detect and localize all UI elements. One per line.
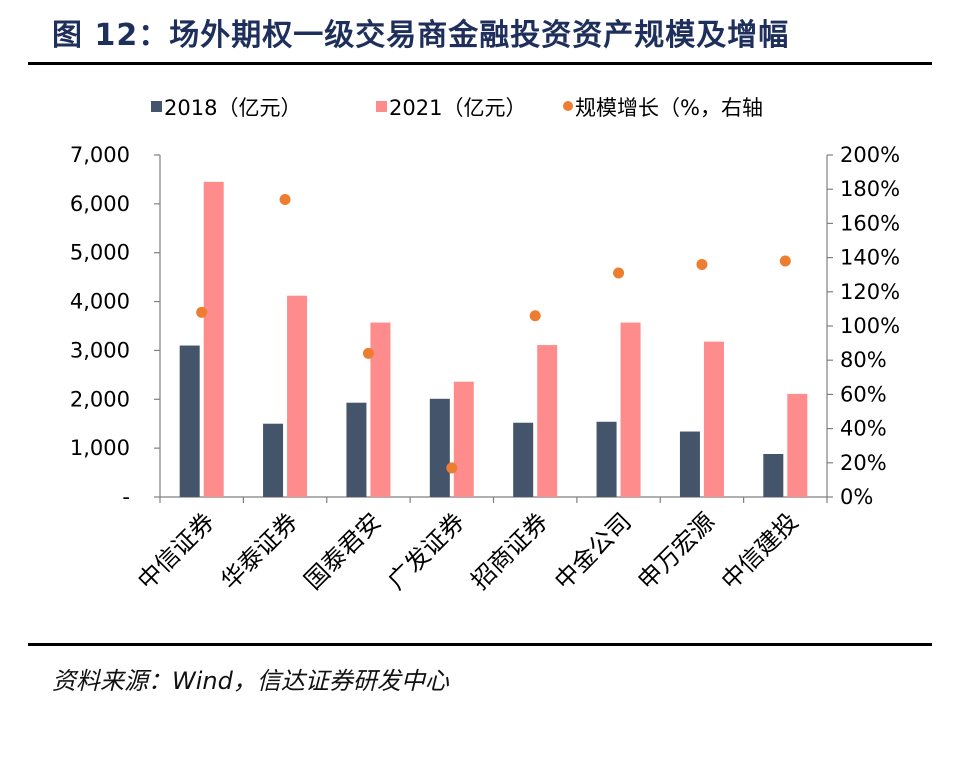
bar-series2 xyxy=(537,345,558,497)
category-label: 中信证券 xyxy=(132,507,220,595)
bar-series1 xyxy=(679,431,700,497)
left-axis-tick-label: 5,000 xyxy=(70,241,130,265)
right-axis-tick-label: 160% xyxy=(840,211,900,235)
legend-swatch xyxy=(376,101,387,112)
left-axis-tick-label: 7,000 xyxy=(70,143,130,167)
growth-point xyxy=(529,310,541,322)
category-label: 中金公司 xyxy=(549,507,637,595)
growth-point xyxy=(779,255,791,267)
left-axis-tick-label: 6,000 xyxy=(70,192,130,216)
growth-point xyxy=(613,267,625,279)
figure-title: 图 12：场外期权一级交易商金融投资资产规模及增幅 xyxy=(52,18,790,53)
growth-point xyxy=(362,347,374,359)
bar-series1 xyxy=(346,402,367,497)
growth-point xyxy=(446,462,458,474)
right-axis-tick-label: 60% xyxy=(840,382,887,406)
left-axis-tick-label: 3,000 xyxy=(70,338,130,362)
right-axis-tick-label: 120% xyxy=(840,280,900,304)
right-axis-tick-label: 200% xyxy=(840,143,900,167)
bar-series2 xyxy=(203,181,224,497)
category-label: 招商证券 xyxy=(466,507,554,595)
legend-label: 2021（亿元） xyxy=(389,96,526,120)
bar-series1 xyxy=(429,398,450,497)
right-axis-tick-label: 20% xyxy=(840,451,887,475)
legend-swatch xyxy=(151,101,162,112)
bar-series2 xyxy=(370,322,391,497)
left-axis-tick-label: 2,000 xyxy=(70,387,130,411)
growth-point xyxy=(279,193,291,205)
bar-series1 xyxy=(596,421,617,497)
category-label: 国泰君安 xyxy=(299,507,387,595)
bar-series2 xyxy=(287,295,308,497)
bar-series1 xyxy=(513,422,534,497)
bar-series2 xyxy=(620,322,641,497)
growth-point xyxy=(196,306,208,318)
title-divider xyxy=(28,62,932,65)
bar-series2 xyxy=(703,341,724,497)
right-axis-tick-label: 140% xyxy=(840,246,900,270)
bar-series1 xyxy=(763,454,784,497)
left-axis-tick-label: 4,000 xyxy=(70,290,130,314)
left-axis-tick-label: 1,000 xyxy=(70,436,130,460)
right-axis-tick-label: 40% xyxy=(840,417,887,441)
bar-series2 xyxy=(787,393,808,497)
right-axis-tick-label: 180% xyxy=(840,177,900,201)
growth-point xyxy=(696,258,708,270)
bar-series1 xyxy=(179,345,200,497)
bar-series1 xyxy=(263,423,284,497)
left-axis-tick-label: - xyxy=(122,485,130,509)
figure-source: 资料来源：Wind，信达证券研发中心 xyxy=(52,667,449,695)
category-label: 中信建投 xyxy=(716,507,804,595)
legend-label: 2018（亿元） xyxy=(164,96,301,120)
right-axis-tick-label: 0% xyxy=(840,485,873,509)
source-divider xyxy=(28,643,932,646)
bar-series2 xyxy=(453,381,474,497)
category-label: 申万宏源 xyxy=(632,507,720,595)
legend-label: 规模增长（%，右轴 xyxy=(575,96,763,120)
right-axis-tick-label: 80% xyxy=(840,348,887,372)
right-axis-tick-label: 100% xyxy=(840,314,900,338)
legend-swatch xyxy=(563,101,573,111)
category-label: 华泰证券 xyxy=(216,507,304,595)
category-label: 广发证券 xyxy=(382,507,470,595)
